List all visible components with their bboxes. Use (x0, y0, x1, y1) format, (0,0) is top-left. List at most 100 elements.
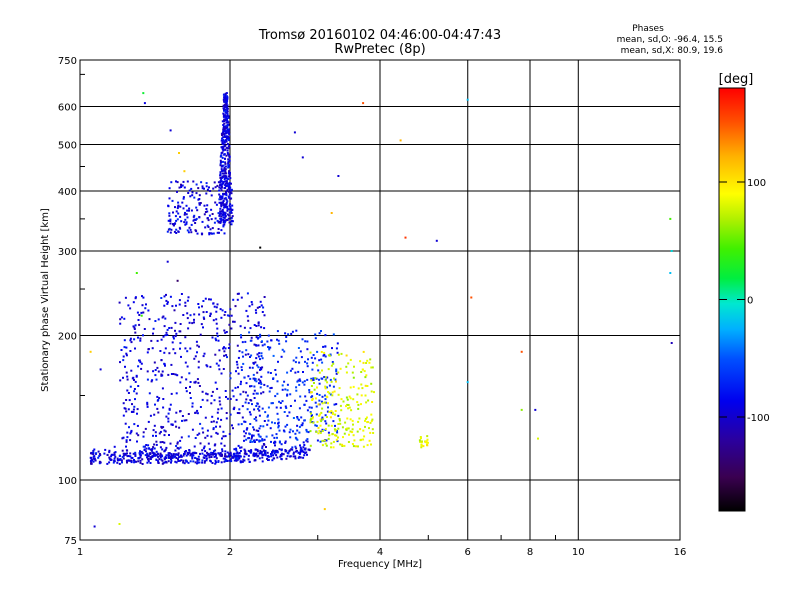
echo-point (152, 434, 154, 437)
echo-point (272, 377, 275, 380)
echo-point (324, 394, 326, 397)
echo-point (300, 416, 303, 419)
echo-point (324, 385, 327, 388)
echo-point (226, 188, 229, 191)
echo-point (292, 417, 295, 419)
echo-point (346, 417, 349, 420)
echo-point (294, 457, 297, 460)
echo-point (228, 173, 231, 176)
echo-point (127, 392, 130, 394)
echo-point (165, 293, 167, 296)
echo-point (219, 181, 222, 184)
echo-point (339, 443, 342, 446)
echo-point (270, 453, 273, 456)
echo-point (227, 158, 230, 161)
echo-point (222, 213, 224, 216)
echo-point (310, 417, 313, 420)
echo-point (273, 442, 276, 445)
echo-point (186, 180, 189, 183)
echo-point (206, 365, 209, 368)
echo-point (108, 457, 111, 460)
echo-point (294, 361, 297, 364)
echo-point (269, 387, 272, 390)
echo-point (213, 453, 216, 455)
echo-point (218, 396, 221, 399)
echo-point (134, 455, 137, 457)
echo-point (125, 371, 128, 374)
echo-point (222, 164, 225, 167)
echo-point (278, 440, 281, 443)
echo-point (175, 304, 177, 307)
echo-point (219, 210, 222, 213)
echo-point (329, 393, 332, 396)
echo-point (214, 353, 217, 356)
isolated-echo-point (166, 260, 169, 263)
echo-point (322, 418, 325, 421)
echo-point (142, 431, 145, 434)
echo-point (307, 358, 309, 361)
echo-point (192, 215, 195, 218)
echo-point (170, 392, 173, 395)
echo-point (338, 418, 341, 420)
echo-point (184, 218, 187, 221)
echo-point (134, 380, 137, 383)
echo-point (117, 459, 120, 462)
echo-point (271, 451, 273, 454)
echo-point (201, 390, 204, 393)
echo-point (321, 402, 324, 405)
echo-point (156, 366, 159, 369)
echo-point (126, 378, 129, 381)
echo-point (360, 383, 363, 386)
echo-point (129, 452, 132, 455)
echo-point (264, 452, 267, 455)
echo-point (366, 421, 369, 424)
echo-point (129, 339, 132, 342)
echo-point (248, 433, 251, 436)
echo-point (304, 395, 307, 398)
isolated-echo-point (669, 272, 672, 274)
echo-point (351, 371, 354, 374)
echo-point (178, 303, 181, 306)
echo-point (267, 459, 269, 461)
echo-point (253, 343, 256, 346)
echo-point (228, 208, 231, 211)
echo-point (126, 461, 128, 464)
echo-point (170, 373, 173, 375)
echo-point (308, 391, 311, 394)
echo-point (329, 353, 332, 356)
x-tick-label: 10 (572, 547, 585, 558)
echo-point (292, 451, 295, 454)
echo-point (239, 455, 242, 458)
echo-point (139, 337, 142, 340)
echo-point (161, 370, 164, 373)
echo-point (259, 439, 262, 442)
echo-point (182, 461, 185, 464)
echo-point (184, 304, 187, 307)
echo-point (256, 455, 259, 458)
echo-point (272, 354, 275, 357)
echo-point (266, 415, 269, 418)
echo-point (166, 230, 169, 233)
echo-point (149, 452, 152, 455)
echo-point (310, 379, 313, 382)
echo-point (367, 399, 370, 402)
echo-point (226, 112, 229, 115)
isolated-echo-point (99, 368, 102, 371)
echo-point (237, 372, 240, 375)
echo-point (279, 402, 282, 404)
echo-point (163, 441, 166, 444)
echo-point (185, 378, 188, 381)
echo-point (154, 320, 157, 322)
echo-point (261, 453, 264, 456)
echo-point (272, 454, 275, 457)
echo-point (259, 368, 261, 371)
echo-point (188, 226, 191, 229)
echo-point (360, 438, 363, 441)
echo-point (261, 344, 264, 347)
echo-point (138, 359, 140, 362)
echo-point (332, 362, 335, 365)
echo-point (199, 333, 202, 336)
echo-point (368, 439, 371, 442)
echo-point (218, 400, 221, 403)
echo-point (163, 434, 166, 437)
